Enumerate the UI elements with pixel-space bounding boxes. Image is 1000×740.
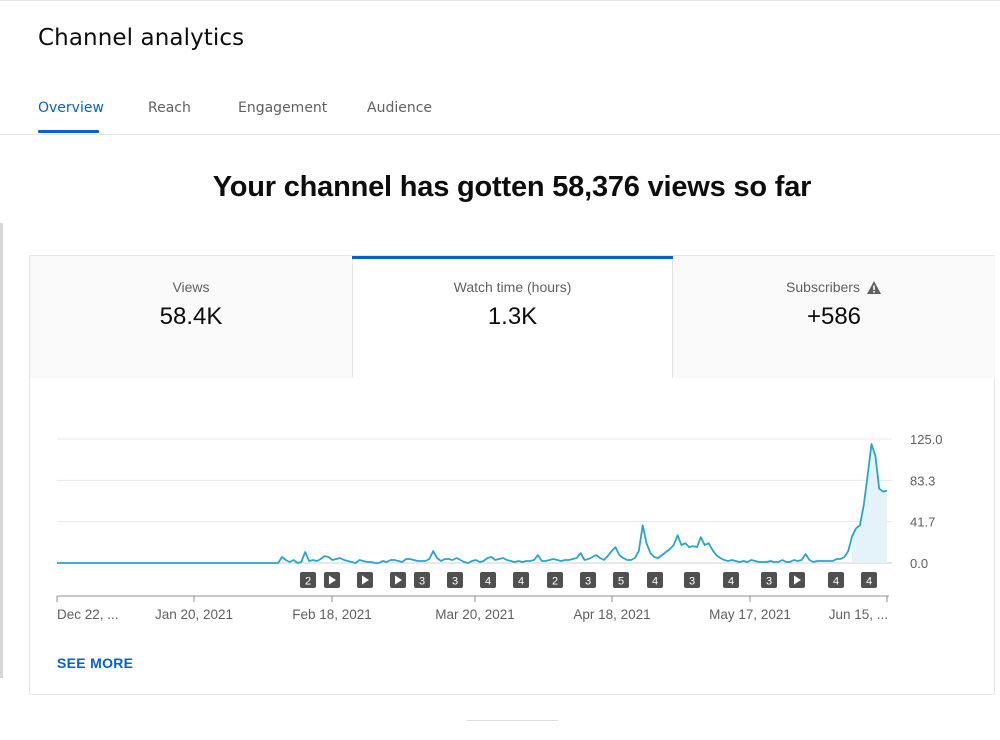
video-count-label: 4 bbox=[833, 576, 839, 588]
video-count-marker bbox=[547, 572, 563, 588]
video-count-label: 4 bbox=[518, 576, 524, 588]
active-tab-indicator bbox=[38, 130, 99, 133]
y-tick-label: 0.0 bbox=[910, 556, 928, 571]
play-icon bbox=[395, 575, 402, 585]
video-count-label: 3 bbox=[419, 576, 425, 588]
video-count-marker bbox=[647, 572, 663, 588]
metric-value-subscribers: +586 bbox=[806, 303, 862, 330]
video-count-marker bbox=[414, 572, 430, 588]
video-count-label: 4 bbox=[652, 576, 658, 588]
video-count-label: 5 bbox=[618, 576, 624, 588]
see-more-button[interactable]: SEE MORE bbox=[57, 655, 134, 671]
video-count-marker bbox=[761, 572, 777, 588]
watch-time-chart: 125.0 83.3 41.7 0.0 2 3 3 4 4 2 3 5 4 3 4 3 4 4 Dec 22, ..… bbox=[56, 432, 943, 622]
x-tick-label: Dec 22, ... bbox=[57, 607, 119, 622]
video-count-marker bbox=[613, 572, 629, 588]
chart-area-fill bbox=[852, 444, 887, 563]
x-tick-label: Feb 18, 2021 bbox=[292, 607, 372, 622]
video-count-label: 4 bbox=[728, 576, 734, 588]
y-tick-label: 83.3 bbox=[910, 473, 935, 488]
video-count-marker bbox=[861, 572, 877, 588]
metric-label-subscribers-row: Subscribers bbox=[673, 279, 995, 298]
video-count-label: 3 bbox=[452, 576, 458, 588]
tab-engagement[interactable]: Engagement bbox=[238, 100, 328, 116]
video-count-marker bbox=[513, 572, 529, 588]
x-tick-label: Apr 18, 2021 bbox=[573, 607, 650, 622]
x-tick-label: Mar 20, 2021 bbox=[435, 607, 515, 622]
tab-audience[interactable]: Audience bbox=[367, 100, 433, 116]
tab-reach[interactable]: Reach bbox=[148, 100, 191, 116]
metric-label-views: Views bbox=[172, 279, 210, 295]
video-count-label: 3 bbox=[689, 576, 695, 588]
video-count-label: 4 bbox=[485, 576, 491, 588]
warning-icon[interactable] bbox=[866, 280, 882, 298]
video-count-marker bbox=[480, 572, 496, 588]
play-icon bbox=[794, 575, 801, 585]
video-count-marker bbox=[580, 572, 596, 588]
metric-value-watch-time: 1.3K bbox=[487, 303, 538, 330]
video-count-marker bbox=[684, 572, 700, 588]
page-title: Channel analytics bbox=[38, 25, 245, 51]
video-count-marker bbox=[828, 572, 844, 588]
video-count-marker bbox=[300, 572, 316, 588]
x-tick-label: Jun 15, ... bbox=[829, 607, 888, 622]
video-count-label: 3 bbox=[766, 576, 772, 588]
metric-label-watch-time: Watch time (hours) bbox=[453, 279, 572, 295]
bottom-divider bbox=[467, 720, 558, 721]
video-count-label: 3 bbox=[585, 576, 591, 588]
analytics-tabs: Overview Reach Engagement Audience bbox=[0, 90, 1000, 135]
views-headline: Your channel has gotten 58,376 views so … bbox=[212, 171, 812, 203]
metric-tab-subscribers[interactable]: Subscribers +586 bbox=[673, 256, 995, 378]
video-count-label: 2 bbox=[305, 576, 311, 588]
selected-metric-indicator bbox=[352, 256, 673, 259]
left-edge-rule bbox=[0, 223, 3, 678]
tab-overview[interactable]: Overview bbox=[38, 100, 104, 116]
video-count-label: 4 bbox=[866, 576, 872, 588]
x-tick-label: Jan 20, 2021 bbox=[155, 607, 233, 622]
metric-tab-views[interactable]: Views 58.4K bbox=[30, 256, 352, 378]
play-icon bbox=[362, 575, 369, 585]
video-count-marker bbox=[447, 572, 463, 588]
x-tick-label: May 17, 2021 bbox=[709, 607, 791, 622]
y-tick-label: 125.0 bbox=[910, 432, 943, 447]
chart-series-line bbox=[57, 443, 888, 564]
metric-tab-watch-time[interactable]: Watch time (hours) 1.3K bbox=[352, 256, 673, 378]
metrics-card: Views 58.4K Watch time (hours) 1.3K Subs… bbox=[29, 255, 995, 695]
video-count-marker bbox=[723, 572, 739, 588]
top-divider bbox=[0, 0, 1000, 1]
y-tick-label: 41.7 bbox=[910, 515, 935, 530]
metric-value-views: 58.4K bbox=[159, 303, 223, 330]
play-icon bbox=[329, 575, 336, 585]
video-count-label: 2 bbox=[552, 576, 558, 588]
metric-label-subscribers: Subscribers bbox=[786, 279, 860, 295]
